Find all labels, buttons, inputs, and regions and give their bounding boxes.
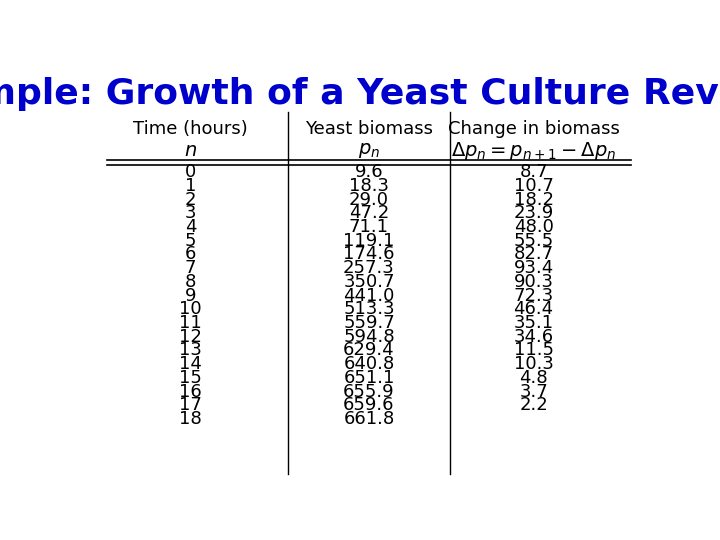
Text: 82.7: 82.7 [513,245,554,264]
Text: 3: 3 [185,204,196,222]
Text: 16: 16 [179,383,202,401]
Text: 7: 7 [185,259,196,277]
Text: Change in biomass: Change in biomass [448,120,619,138]
Text: 47.2: 47.2 [349,204,389,222]
Text: 55.5: 55.5 [513,232,554,249]
Text: 441.0: 441.0 [343,287,395,305]
Text: 11.5: 11.5 [513,341,554,360]
Text: 2.2: 2.2 [519,396,548,414]
Text: 257.3: 257.3 [343,259,395,277]
Text: 659.6: 659.6 [343,396,395,414]
Text: 655.9: 655.9 [343,383,395,401]
Text: 23.9: 23.9 [513,204,554,222]
Text: 9: 9 [185,287,196,305]
Text: 640.8: 640.8 [343,355,395,373]
Text: Time (hours): Time (hours) [133,120,248,138]
Text: 46.4: 46.4 [513,300,554,318]
Text: 14: 14 [179,355,202,373]
Text: 71.1: 71.1 [349,218,389,236]
Text: $\Delta p_n = p_{n+1} - \Delta p_n$: $\Delta p_n = p_{n+1} - \Delta p_n$ [451,140,616,162]
Text: 72.3: 72.3 [513,287,554,305]
Text: 4: 4 [185,218,196,236]
Text: 3.7: 3.7 [519,383,548,401]
Text: $p_n$: $p_n$ [358,141,380,160]
Text: 350.7: 350.7 [343,273,395,291]
Text: 513.3: 513.3 [343,300,395,318]
Text: 10.3: 10.3 [513,355,554,373]
Text: Yeast biomass: Yeast biomass [305,120,433,138]
Text: 17: 17 [179,396,202,414]
Text: Example: Growth of a Yeast Culture Revisited: Example: Growth of a Yeast Culture Revis… [0,77,720,111]
Text: 174.6: 174.6 [343,245,395,264]
Text: 35.1: 35.1 [513,314,554,332]
Text: 119.1: 119.1 [343,232,395,249]
Text: 90.3: 90.3 [513,273,554,291]
Text: 18: 18 [179,410,202,428]
Text: 2: 2 [185,191,196,208]
Text: 15: 15 [179,369,202,387]
Text: 629.4: 629.4 [343,341,395,360]
Text: 93.4: 93.4 [513,259,554,277]
Text: 559.7: 559.7 [343,314,395,332]
Text: 12: 12 [179,328,202,346]
Text: 9.6: 9.6 [355,163,383,181]
Text: 5: 5 [185,232,196,249]
Text: 18.2: 18.2 [513,191,554,208]
Text: $n$: $n$ [184,141,197,160]
Text: 34.6: 34.6 [513,328,554,346]
Text: 1: 1 [185,177,196,195]
Text: 6: 6 [185,245,196,264]
Text: 594.8: 594.8 [343,328,395,346]
Text: 10: 10 [179,300,202,318]
Text: 8.7: 8.7 [519,163,548,181]
Text: 13: 13 [179,341,202,360]
Text: 11: 11 [179,314,202,332]
Text: 10.7: 10.7 [513,177,554,195]
Text: 651.1: 651.1 [343,369,395,387]
Text: 48.0: 48.0 [513,218,554,236]
Text: 661.8: 661.8 [343,410,395,428]
Text: 18.3: 18.3 [349,177,389,195]
Text: 0: 0 [185,163,196,181]
Text: 8: 8 [185,273,196,291]
Text: 29.0: 29.0 [349,191,389,208]
Text: 4.8: 4.8 [519,369,548,387]
